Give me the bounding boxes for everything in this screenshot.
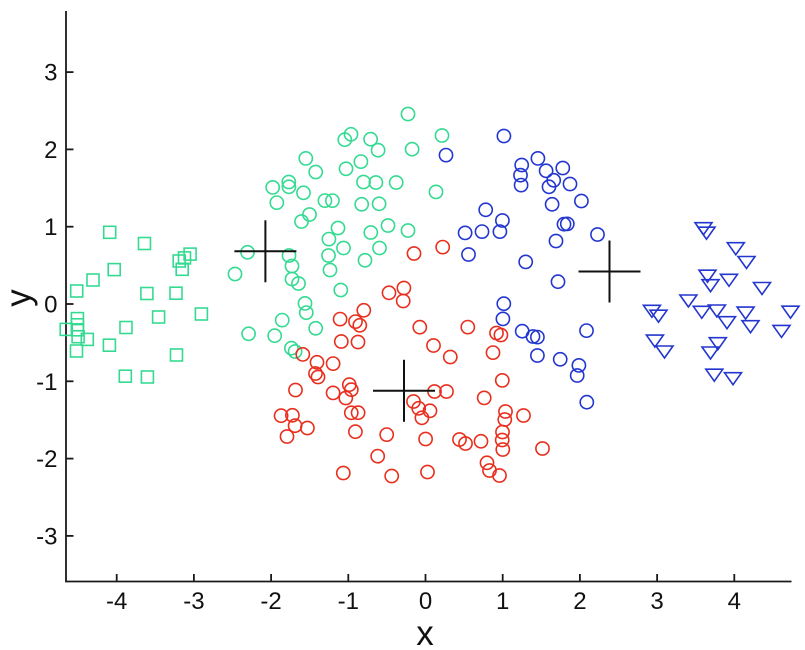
- svg-text:3: 3: [650, 588, 663, 615]
- svg-text:-1: -1: [36, 369, 57, 396]
- svg-text:-4: -4: [106, 588, 127, 615]
- svg-text:-3: -3: [183, 588, 204, 615]
- svg-text:2: 2: [44, 137, 57, 164]
- svg-text:-2: -2: [36, 446, 57, 473]
- svg-text:-1: -1: [338, 588, 359, 615]
- svg-text:1: 1: [44, 214, 57, 241]
- svg-text:x: x: [416, 614, 434, 650]
- svg-text:3: 3: [44, 60, 57, 87]
- svg-text:y: y: [0, 289, 38, 307]
- svg-text:-3: -3: [36, 523, 57, 550]
- svg-text:4: 4: [728, 588, 741, 615]
- svg-text:2: 2: [573, 588, 586, 615]
- svg-text:-2: -2: [260, 588, 281, 615]
- svg-text:0: 0: [419, 588, 432, 615]
- svg-text:0: 0: [44, 292, 57, 319]
- svg-text:1: 1: [496, 588, 509, 615]
